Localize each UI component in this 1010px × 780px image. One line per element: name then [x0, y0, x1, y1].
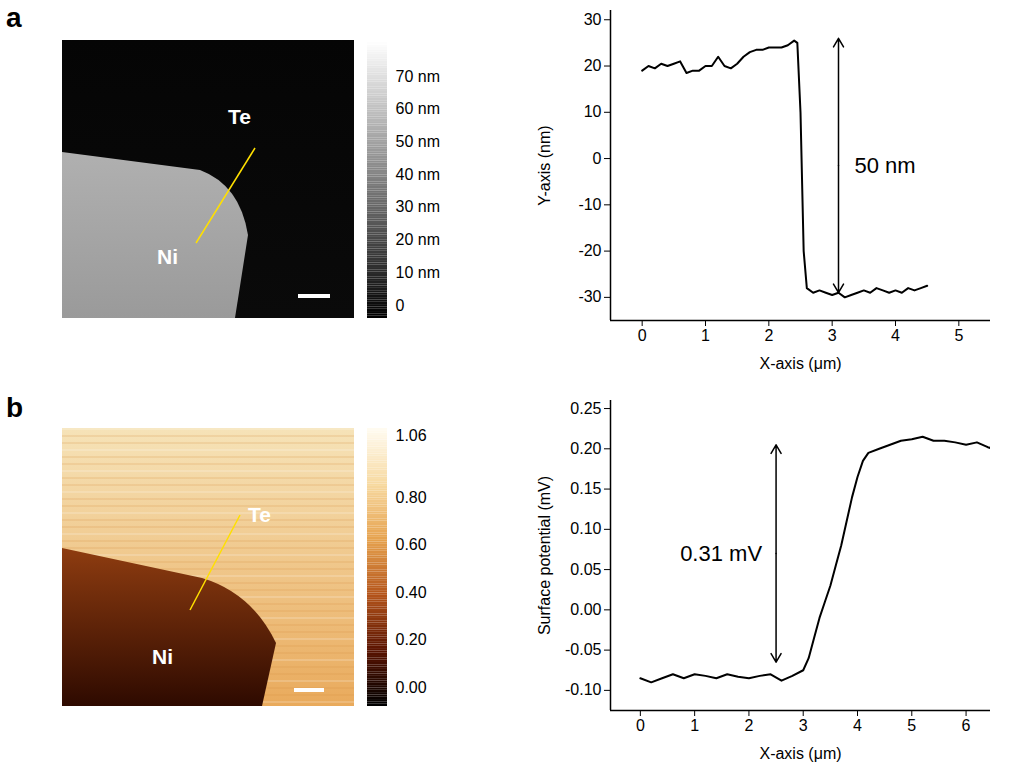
svg-text:1: 1 [701, 327, 710, 344]
svg-text:50 nm: 50 nm [396, 133, 440, 150]
svg-text:Te: Te [248, 503, 271, 526]
svg-text:30: 30 [584, 11, 602, 28]
svg-text:1.06: 1.06 [396, 427, 427, 444]
svg-text:-20: -20 [578, 242, 601, 259]
svg-text:20: 20 [584, 57, 602, 74]
svg-text:0.40: 0.40 [396, 584, 427, 601]
svg-text:0.20: 0.20 [396, 631, 427, 648]
svg-text:0.31 mV: 0.31 mV [680, 541, 762, 566]
svg-text:40 nm: 40 nm [396, 166, 440, 183]
svg-text:0: 0 [396, 297, 405, 314]
svg-text:0.00: 0.00 [396, 679, 427, 696]
svg-text:10: 10 [584, 103, 602, 120]
svg-text:20 nm: 20 nm [396, 231, 440, 248]
svg-text:-10: -10 [578, 196, 601, 213]
svg-text:X-axis (μm): X-axis (μm) [759, 355, 841, 372]
html-text:b: b [6, 392, 24, 423]
svg-text:-0.05: -0.05 [565, 641, 602, 658]
svg-text:X-axis (μm): X-axis (μm) [759, 745, 841, 762]
svg-text:-30: -30 [578, 288, 601, 305]
svg-text:50 nm: 50 nm [855, 153, 916, 178]
svg-text:Ni: Ni [157, 245, 178, 268]
svg-text:60 nm: 60 nm [396, 100, 440, 117]
svg-text:0.15: 0.15 [570, 480, 601, 497]
svg-text:2: 2 [764, 327, 773, 344]
svg-text:4: 4 [853, 717, 862, 734]
svg-text:5: 5 [954, 327, 963, 344]
svg-text:0: 0 [638, 327, 647, 344]
svg-text:Surface potential (mV): Surface potential (mV) [536, 476, 553, 635]
svg-text:Y-axis (nm): Y-axis (nm) [536, 125, 553, 205]
svg-text:2: 2 [744, 717, 753, 734]
svg-text:Te: Te [228, 105, 251, 128]
svg-text:0.05: 0.05 [570, 561, 601, 578]
svg-text:3: 3 [828, 327, 837, 344]
svg-text:5: 5 [907, 717, 916, 734]
svg-text:0.20: 0.20 [570, 440, 601, 457]
svg-text:30 nm: 30 nm [396, 198, 440, 215]
svg-text:0.80: 0.80 [396, 489, 427, 506]
svg-text:6: 6 [962, 717, 971, 734]
svg-text:70 nm: 70 nm [396, 68, 440, 85]
svg-text:0: 0 [636, 717, 645, 734]
svg-text:0: 0 [593, 150, 602, 167]
svg-text:0.00: 0.00 [570, 601, 601, 618]
svg-text:1: 1 [690, 717, 699, 734]
svg-text:3: 3 [799, 717, 808, 734]
svg-text:Ni: Ni [152, 645, 173, 668]
svg-text:0.60: 0.60 [396, 536, 427, 553]
html-text:a: a [6, 2, 22, 33]
svg-text:4: 4 [891, 327, 900, 344]
svg-text:0.25: 0.25 [570, 400, 601, 417]
svg-text:10 nm: 10 nm [396, 264, 440, 281]
svg-text:-0.10: -0.10 [565, 681, 602, 698]
svg-text:0.10: 0.10 [570, 520, 601, 537]
